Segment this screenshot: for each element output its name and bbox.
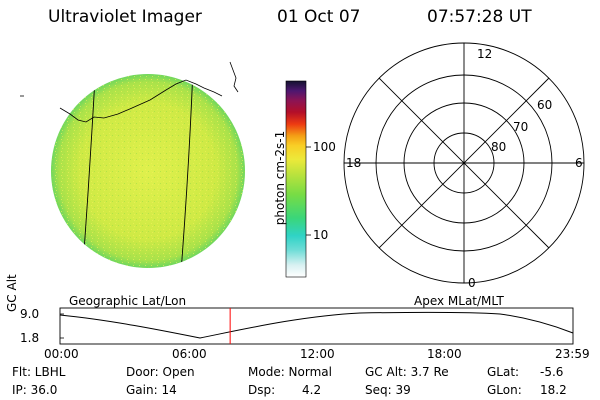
xtick-label-0600: 06:00 [172,347,207,361]
lat-label-80: 80 [491,140,507,154]
mlt-label-18: 18 [346,156,362,170]
status-dsp-label: Dsp: [248,383,276,397]
apex-label: Apex MLat/MLT [414,294,504,308]
mlt-diag-2 [378,77,550,249]
altitude-curve [59,311,574,339]
xtick-label-1800: 18:00 [427,347,462,361]
orbit-plot-frame [59,307,574,345]
date-label: 01 Oct 07 [277,7,361,27]
xtick-label-1200: 12:00 [300,347,335,361]
coastline [59,79,223,123]
meridian-line-right [179,74,194,268]
xtick-label-2359: 23:59 [555,347,590,361]
lat-label-60: 60 [537,98,553,112]
status-dsp-value: 4.2 [302,383,322,397]
lat-label-70: 70 [513,120,529,134]
mlt-label-12: 12 [477,47,493,61]
status-door: Door: Open [126,365,195,379]
orbit-ytick-label-1.8: 1.8 [20,331,40,345]
colorbar-tick-label-10: 10 [313,228,329,242]
orbit-ylabel: GC Alt [5,274,19,312]
projection-label: Geographic Lat/Lon [69,294,187,308]
mlt-label-0: 0 [468,276,476,290]
time-label: 07:57:28 UT [427,7,532,27]
coastline-fragment [229,61,239,93]
status-glat-label: GLat: [487,365,520,379]
status-flt: Flt: LBHL [12,365,66,379]
mlt-label-6: 6 [575,156,583,170]
xtick-label-0000: 00:00 [44,347,79,361]
status-gc-alt: GC Alt: 3.7 Re [365,365,449,379]
app-title: Ultraviolet Imager [48,7,202,27]
status-ip: IP: 36.0 [12,383,58,397]
earth-texture [51,74,245,268]
status-glon-value: 18.2 [540,383,567,397]
colorbar-gradient [285,80,307,278]
status-glon-label: GLon: [487,383,522,397]
status-gain: Gain: 14 [126,383,177,397]
orbit-ytick-label-9: 9.0 [20,307,40,321]
colorbar-tick-label-100: 100 [313,140,336,154]
status-glat-value: -5.6 [540,365,564,379]
status-mode: Mode: Normal [248,365,332,379]
status-seq: Seq: 39 [365,383,411,397]
